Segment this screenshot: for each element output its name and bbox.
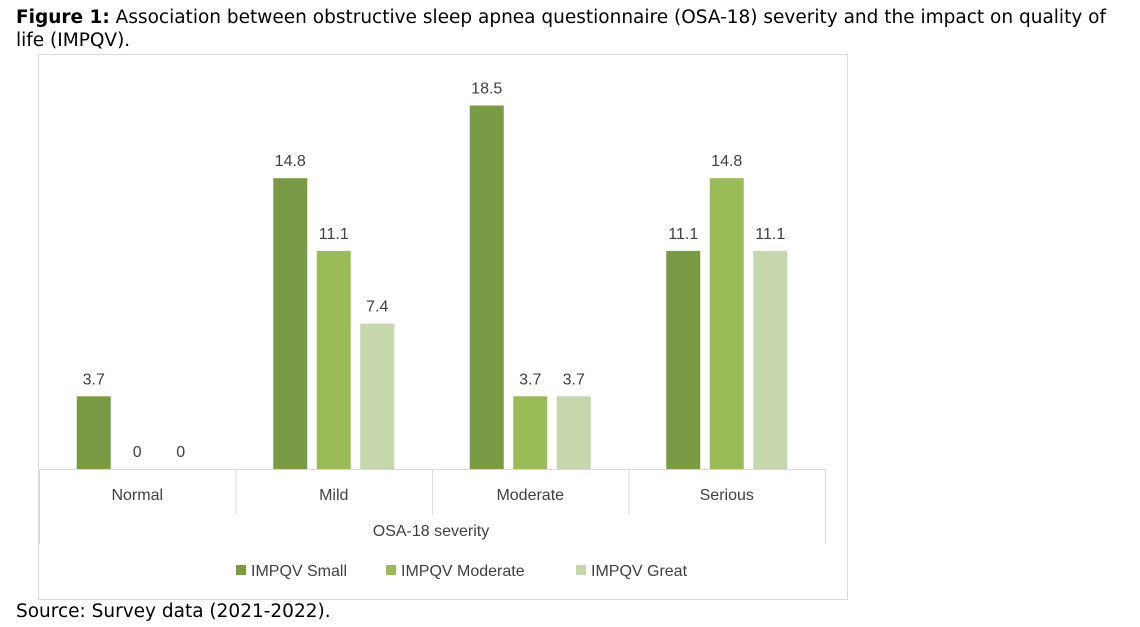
x-axis-title: OSA-18 severity (373, 523, 489, 540)
chart-frame: 3.7 0 0 14.8 11.1 7.4 18.5 3.7 3.7 11.1 14.8 11.1 N… (38, 54, 848, 600)
x-axis: Normal Mild Moderate Serious (39, 469, 826, 544)
x-tick-label: Moderate (496, 487, 564, 504)
x-tick-label: Mild (319, 487, 348, 504)
legend-label: IMPQV Great (591, 563, 688, 580)
bar-moderate-series-2 (513, 396, 548, 469)
legend-label: IMPQV Moderate (401, 563, 525, 580)
bar-serious-series-3 (753, 250, 788, 469)
source-note: Source: Survey data (2021-2022). (16, 601, 331, 622)
bar-moderate-series-1 (469, 105, 504, 469)
bar-serious-series-1 (666, 250, 701, 469)
data-label: 11.1 (319, 226, 349, 243)
x-tick-label: Serious (700, 487, 754, 504)
legend-swatch (576, 565, 586, 575)
bar-mild-series-1 (273, 178, 308, 469)
legend-label: IMPQV Small (251, 563, 347, 580)
data-label: 14.8 (711, 153, 742, 170)
bar-chart: 3.7 0 0 14.8 11.1 7.4 18.5 3.7 3.7 11.1 14.8 11.1 N… (39, 80, 826, 580)
data-label: 14.8 (275, 153, 306, 170)
data-labels-group: 3.7 0 0 14.8 11.1 7.4 18.5 3.7 3.7 11.1 14.8 11.1 (83, 80, 786, 461)
data-label: 3.7 (83, 371, 105, 388)
bar-mild-series-2 (316, 250, 351, 469)
figure-label: Figure 1: (16, 7, 110, 28)
data-label: 7.4 (366, 299, 388, 316)
figure-caption-text: Association between obstructive sleep ap… (16, 7, 1106, 51)
data-label: 0 (133, 444, 142, 461)
data-label: 3.7 (519, 371, 541, 388)
bar-moderate-series-3 (556, 396, 591, 469)
figure-caption: Figure 1: Association between obstructiv… (16, 6, 1126, 52)
legend-swatch (386, 565, 396, 575)
bar-normal-series-1 (76, 396, 111, 469)
data-label: 18.5 (471, 80, 502, 97)
bars-group (76, 105, 788, 469)
data-label: 3.7 (563, 371, 585, 388)
data-label: 0 (176, 444, 185, 461)
x-tick-label: Normal (111, 487, 163, 504)
legend-swatch (236, 565, 246, 575)
bar-serious-series-2 (709, 178, 744, 469)
legend: IMPQV Small IMPQV Moderate IMPQV Great (236, 563, 688, 580)
data-label: 11.1 (668, 226, 698, 243)
bar-mild-series-3 (360, 323, 395, 469)
data-label: 11.1 (755, 226, 785, 243)
